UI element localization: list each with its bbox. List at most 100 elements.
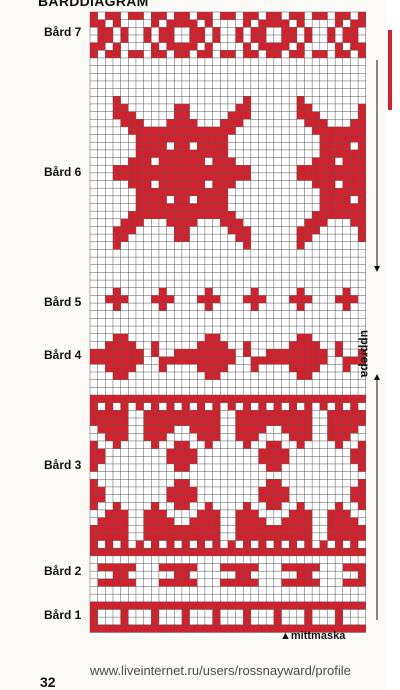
pattern-cell (158, 27, 167, 35)
pattern-cell (197, 417, 205, 426)
pattern-cell (158, 188, 167, 196)
pattern-cell (135, 203, 144, 212)
pattern-cell (327, 126, 336, 135)
pattern-cell (204, 195, 213, 204)
pattern-cell (358, 42, 366, 51)
pattern-cell (358, 180, 366, 189)
pattern-cell (319, 50, 328, 58)
pattern-cell (243, 172, 251, 181)
pattern-cell (243, 624, 251, 633)
pattern-cell (97, 356, 106, 365)
pattern-cell (258, 548, 267, 556)
pattern-cell (128, 226, 136, 235)
pattern-cell (212, 341, 221, 350)
pattern-cell (181, 149, 190, 158)
pattern-cell (235, 433, 244, 441)
pattern-cell (128, 111, 136, 120)
pattern-cell (204, 172, 213, 181)
pattern-cell (112, 226, 121, 235)
pattern-cell (204, 601, 213, 610)
pattern-cell (151, 19, 159, 28)
pattern-cell (327, 517, 336, 526)
pattern-cell (212, 165, 221, 173)
pattern-cell (158, 172, 167, 181)
pattern-cell (327, 195, 336, 204)
pattern-cell (227, 624, 236, 633)
pattern-cell (342, 395, 351, 403)
pattern-cell (327, 624, 336, 633)
pattern-cell (112, 234, 121, 242)
pattern-cell (358, 226, 366, 235)
pattern-cell (350, 27, 359, 35)
pattern-cell (220, 149, 228, 158)
pattern-cell (189, 486, 198, 495)
pattern-cell (258, 494, 267, 503)
pattern-cell (250, 364, 259, 373)
pattern-cell (250, 303, 259, 311)
pattern-cell (296, 548, 305, 556)
pattern-cell (112, 410, 121, 418)
pattern-cell (143, 157, 152, 166)
band-label-5: Bård 5 (44, 295, 82, 309)
pattern-cell (204, 211, 213, 219)
pattern-cell (342, 27, 351, 35)
pattern-cell (143, 548, 152, 556)
pattern-cell (151, 211, 159, 219)
pattern-cell (266, 624, 274, 633)
pattern-cell (174, 410, 182, 418)
pattern-cell (181, 126, 190, 135)
pattern-cell (335, 142, 343, 150)
pattern-cell (235, 34, 244, 43)
center-stitch-label: ▲mittmaska (280, 630, 346, 642)
pattern-cell (296, 96, 305, 104)
pattern-cell (243, 12, 251, 20)
pattern-cell (105, 410, 113, 418)
pattern-cell (112, 433, 121, 441)
pattern-cell (273, 12, 282, 20)
pattern-cell (158, 34, 167, 43)
pattern-cell (197, 195, 205, 204)
pattern-cell (120, 540, 129, 549)
pattern-cell (304, 103, 313, 112)
pattern-cell (120, 218, 129, 227)
pattern-cell (112, 303, 121, 311)
pattern-cell (135, 624, 144, 633)
pattern-cell (296, 241, 305, 250)
pattern-cell (258, 624, 267, 633)
pattern-cell (350, 456, 359, 464)
pattern-cell (204, 624, 213, 633)
pattern-cell (342, 211, 351, 219)
pattern-cell (258, 601, 267, 610)
pattern-cell (304, 509, 313, 518)
pattern-cell (197, 34, 205, 43)
pattern-cell (319, 172, 328, 181)
pattern-cell (197, 203, 205, 212)
pattern-cell (296, 42, 305, 51)
pattern-cell (342, 548, 351, 556)
pattern-cell (112, 395, 121, 403)
pattern-cell (281, 349, 290, 357)
pattern-cell (143, 126, 152, 135)
pattern-cell (166, 356, 175, 365)
pattern-cell (181, 203, 190, 212)
pattern-cell (143, 203, 152, 212)
pattern-cell (181, 540, 190, 549)
pattern-cell (197, 149, 205, 158)
pattern-cell (342, 624, 351, 633)
pattern-cell (112, 241, 121, 250)
pattern-cell (342, 165, 351, 173)
pattern-cell (166, 601, 175, 610)
pattern-cell (151, 433, 159, 441)
pattern-cell (135, 188, 144, 196)
pattern-cell (181, 479, 190, 487)
pattern-cell (220, 349, 228, 357)
pattern-cell (304, 226, 313, 235)
pattern-cell (90, 479, 98, 487)
pattern-cell (189, 395, 198, 403)
pattern-cell (296, 425, 305, 434)
pattern-cell (250, 287, 259, 296)
pattern-cell (143, 134, 152, 143)
pattern-cell (327, 157, 336, 166)
pattern-cell (181, 234, 190, 242)
pattern-cell (105, 12, 113, 20)
